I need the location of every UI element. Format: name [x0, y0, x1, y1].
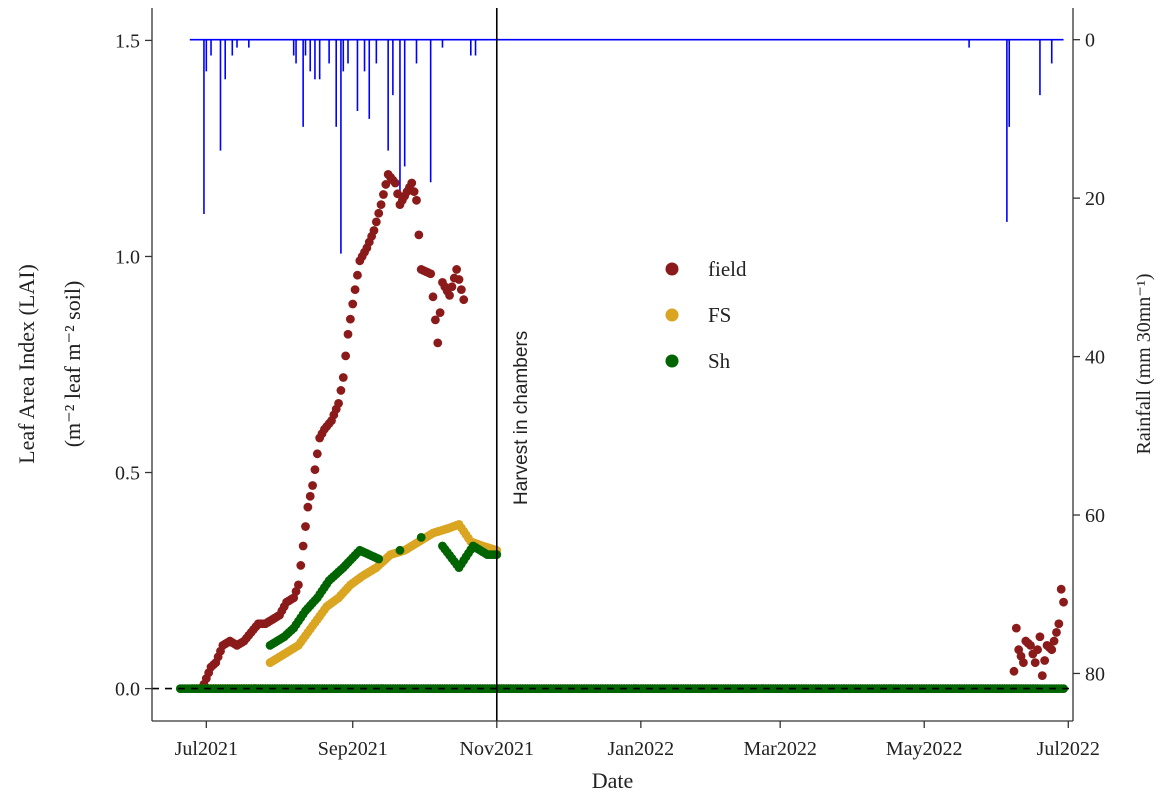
x-axis-title: Date — [592, 768, 634, 793]
point-field — [350, 285, 360, 294]
point-field — [374, 208, 384, 218]
point-field — [298, 541, 308, 551]
point-field — [435, 308, 445, 318]
legend: field FS Sh — [665, 257, 747, 373]
point-field — [428, 292, 438, 302]
point-field — [407, 178, 417, 188]
lai-points — [175, 169, 1068, 693]
point-field — [308, 481, 317, 490]
legend-label-Sh: Sh — [708, 349, 731, 373]
point-Sh — [374, 554, 384, 564]
x-tick-label: Mar2022 — [744, 738, 817, 760]
point-field — [456, 285, 466, 294]
point-field — [433, 338, 443, 348]
point-field — [376, 200, 386, 210]
point-field — [369, 226, 379, 235]
y-tick-label: 0.0 — [115, 679, 140, 701]
x-tick-label: Jul2021 — [175, 738, 238, 760]
point-field — [312, 449, 322, 459]
point-field — [379, 190, 388, 199]
point-field — [296, 561, 306, 570]
point-field — [1049, 636, 1059, 646]
point-field — [310, 465, 320, 475]
y2-tick-label: 0 — [1085, 30, 1095, 52]
legend-key-Sh — [665, 354, 679, 368]
point-field — [371, 217, 381, 227]
y-tick-label: 0.5 — [115, 463, 140, 485]
y2-tick-label: 60 — [1085, 505, 1105, 527]
point-field — [414, 230, 424, 240]
point-field — [341, 351, 351, 361]
point-field — [1030, 658, 1040, 668]
y-tick-label: 1.5 — [115, 30, 140, 52]
y-axis-subtitle: (m⁻² leaf m⁻² soil) — [60, 281, 85, 448]
point-field — [1056, 584, 1066, 594]
point-field — [294, 580, 303, 590]
y-axis-title: Leaf Area Index (LAI) — [14, 264, 39, 464]
harvest-label: Harvest in chambers — [511, 331, 532, 505]
x-tick-label: Jul2022 — [1037, 738, 1100, 760]
point-field — [348, 299, 358, 309]
point-field — [1054, 619, 1064, 629]
point-field — [301, 522, 310, 531]
point-field — [459, 295, 469, 305]
y2-tick-label: 20 — [1085, 188, 1105, 210]
point-field — [336, 386, 346, 395]
point-field — [390, 178, 400, 188]
point-field — [353, 270, 362, 280]
point-Sh — [416, 532, 426, 542]
point-field — [381, 180, 391, 189]
point-field — [1011, 623, 1021, 633]
legend-label-field: field — [708, 257, 747, 281]
point-field — [345, 314, 355, 324]
rainfall-series — [189, 38, 1064, 254]
point-field — [303, 502, 313, 512]
point-field — [452, 265, 462, 274]
x-tick-label: Jan2022 — [608, 738, 675, 760]
point-field — [334, 398, 343, 408]
y2-tick-label: 80 — [1085, 663, 1105, 685]
legend-key-field — [665, 262, 679, 276]
point-field — [426, 269, 436, 279]
point-field — [1019, 658, 1028, 668]
point-field — [1009, 666, 1019, 676]
point-field — [409, 187, 419, 197]
point-field — [445, 290, 454, 300]
point-field — [1040, 656, 1050, 665]
point-field — [1033, 645, 1042, 655]
point-Sh — [395, 545, 405, 555]
point-field — [1052, 628, 1061, 637]
point-field — [1035, 632, 1045, 642]
point-field — [412, 195, 421, 205]
point-field — [1026, 640, 1035, 650]
point-field — [447, 282, 457, 292]
point-field — [1047, 645, 1057, 655]
point-field — [454, 275, 464, 284]
x-tick-label: May2022 — [886, 738, 963, 760]
y2-tick-label: 40 — [1085, 347, 1105, 369]
point-field — [393, 189, 402, 199]
point-field — [305, 491, 315, 501]
y-tick-label: 1.0 — [115, 246, 140, 268]
axes: Jul2021 Sep2021 Nov2021 Jan2022 Mar2022 May20… — [14, 8, 1155, 793]
x-tick-label: Nov2021 — [460, 738, 534, 760]
point-field — [343, 329, 353, 339]
y2-axis-title: Rainfall (mm 30mn⁻¹) — [1133, 274, 1155, 455]
point-field — [430, 315, 440, 325]
point-field — [338, 373, 348, 382]
legend-label-FS: FS — [708, 303, 731, 327]
point-field — [1037, 671, 1047, 681]
reference-lines: Harvest in chambers — [152, 8, 1073, 721]
legend-key-FS — [665, 308, 679, 322]
point-field — [1059, 597, 1068, 607]
x-tick-label: Sep2021 — [318, 738, 388, 760]
